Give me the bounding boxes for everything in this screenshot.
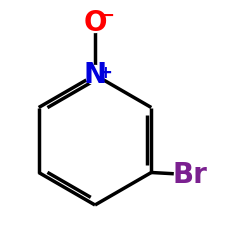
Circle shape [86, 66, 104, 84]
Text: Br: Br [172, 161, 208, 189]
Text: +: + [98, 64, 112, 82]
Circle shape [86, 14, 104, 32]
Text: N: N [84, 61, 106, 89]
Text: −: − [99, 6, 114, 25]
Text: O: O [83, 9, 107, 37]
